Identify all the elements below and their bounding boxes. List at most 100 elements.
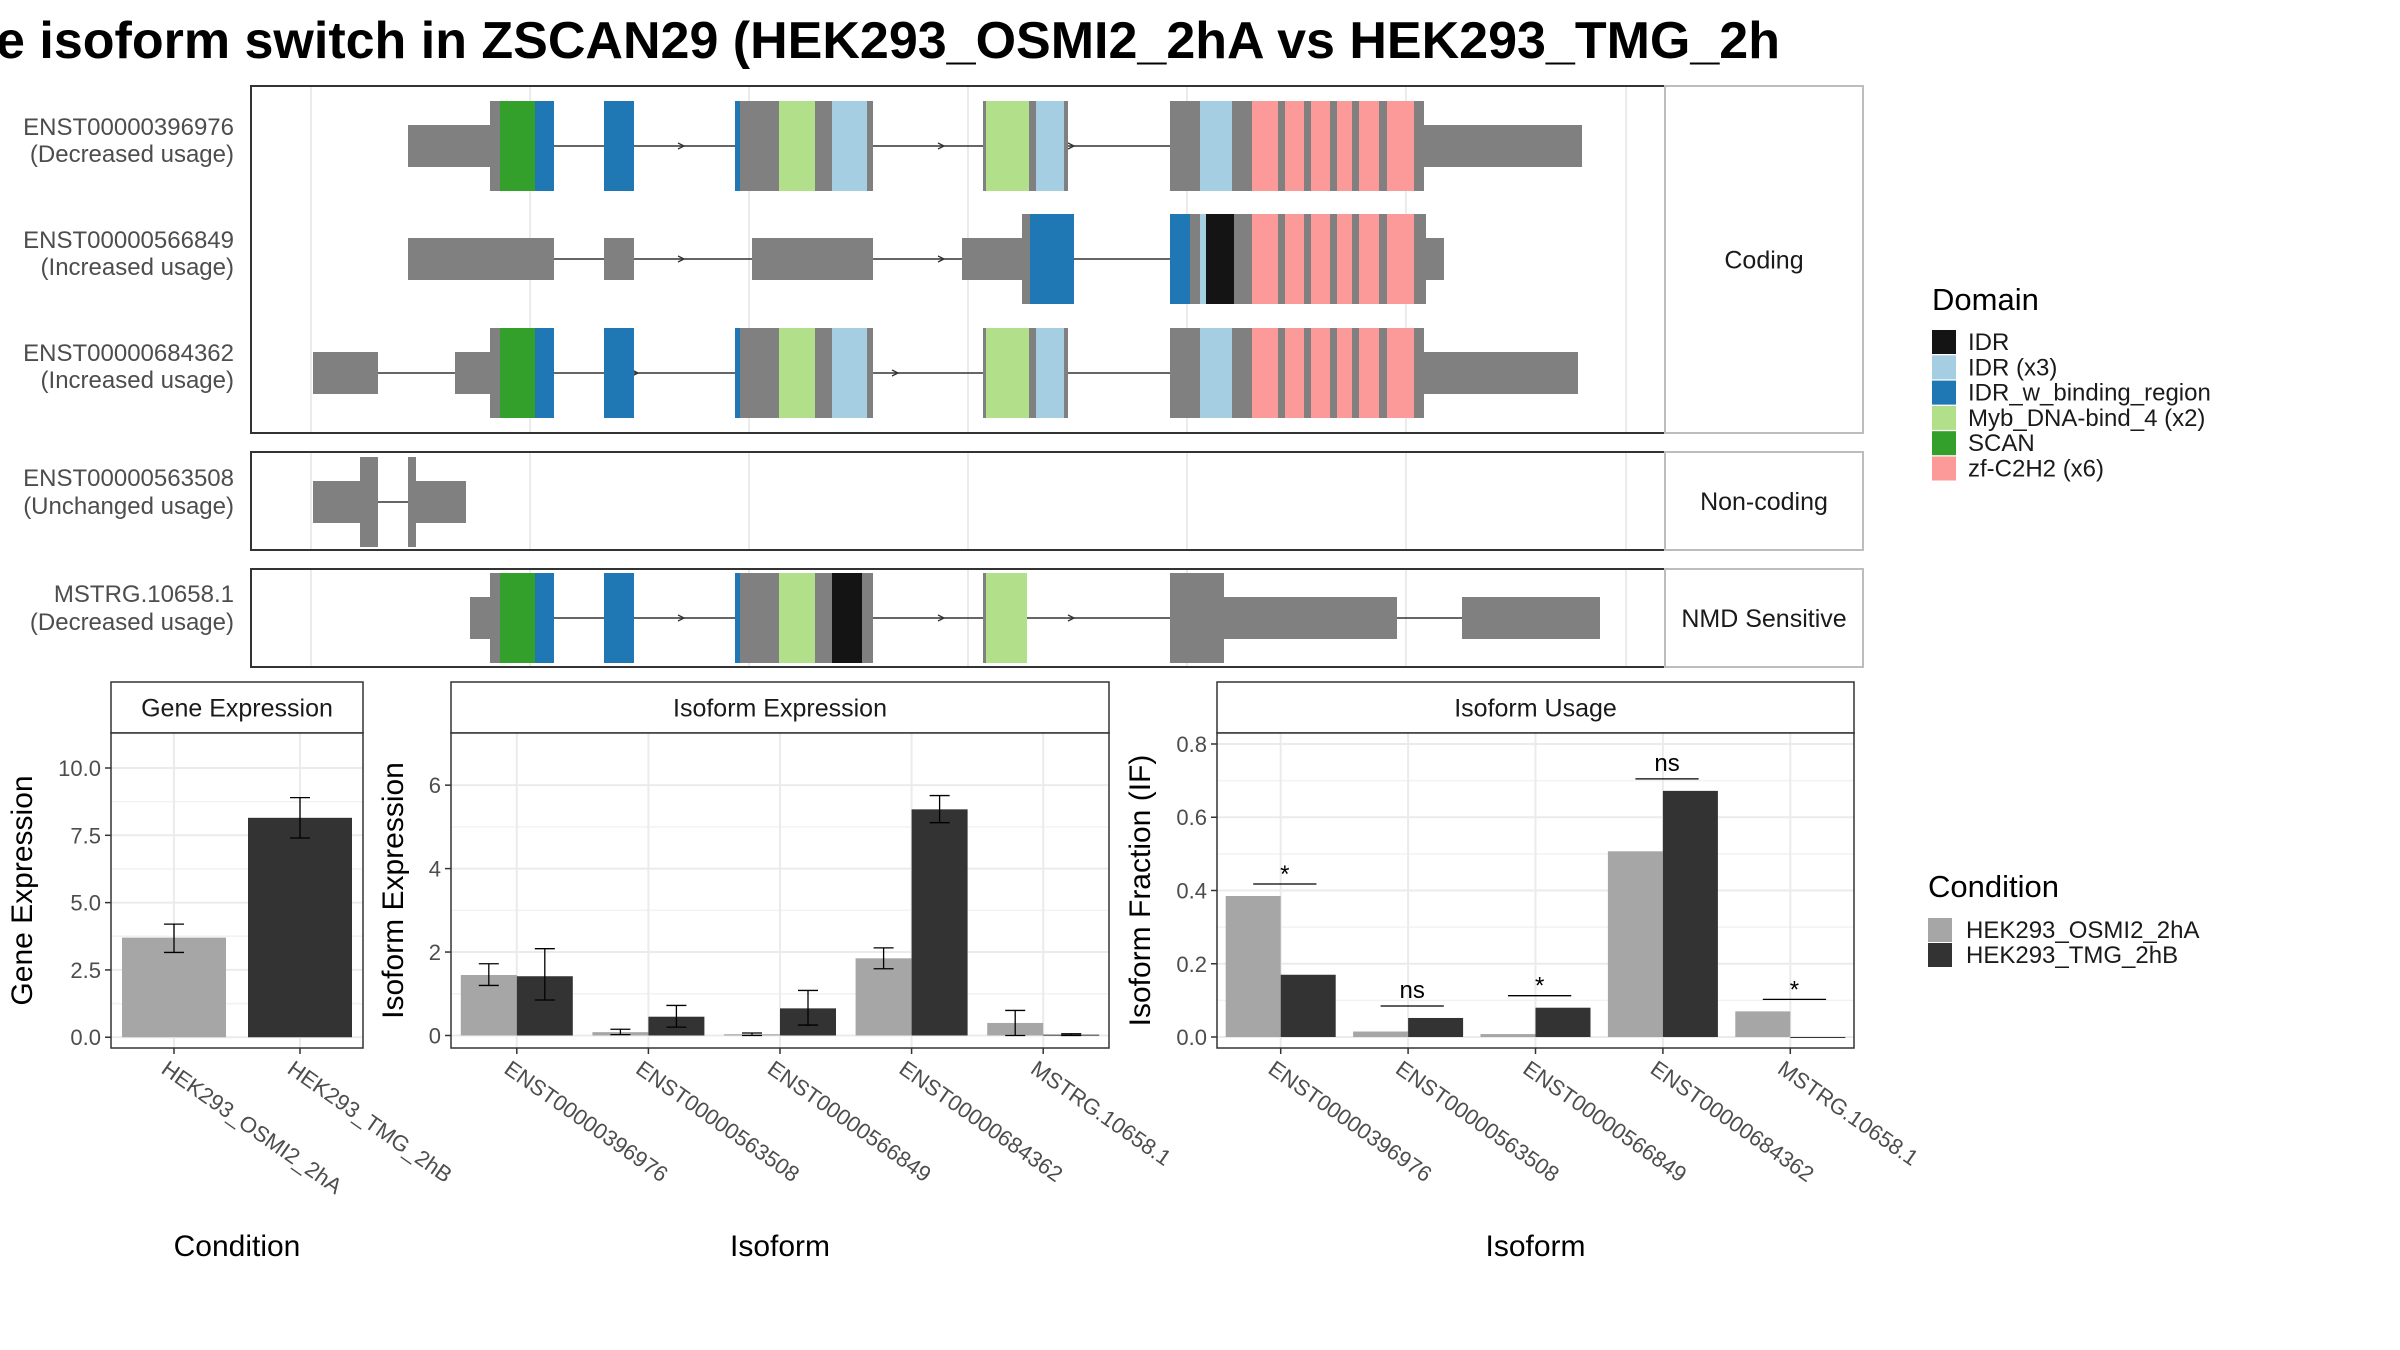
exon-block	[779, 101, 815, 191]
exon-block	[1337, 214, 1352, 304]
y-tick-label: 6	[429, 773, 441, 798]
exon-block	[1278, 214, 1285, 304]
exon-block	[1064, 101, 1068, 191]
exon-block	[1304, 101, 1311, 191]
bar	[1790, 1037, 1846, 1039]
exon-block	[1359, 214, 1379, 304]
exon-block	[740, 573, 779, 663]
figure-title: e isoform switch in ZSCAN29 (HEK293_OSMI…	[0, 12, 1780, 70]
domain-legend-label: zf-C2H2 (x6)	[1968, 456, 2104, 483]
bar	[248, 817, 352, 1038]
exon-block	[1022, 214, 1030, 304]
exon-block	[1359, 101, 1379, 191]
significance-label: ns	[1400, 977, 1425, 1004]
domain-legend-label: IDR_w_binding_region	[1968, 380, 2211, 407]
condition-legend-swatch	[1928, 918, 1952, 942]
transcript-usage-label: (Unchanged usage)	[23, 493, 234, 520]
exon-block	[1462, 597, 1600, 639]
exon-block	[983, 328, 986, 418]
significance-label: *	[1280, 861, 1289, 888]
exon-block	[752, 238, 873, 280]
exon-block	[604, 573, 634, 663]
bar	[1408, 1017, 1464, 1038]
intron-arrow	[937, 142, 946, 150]
chart-title: Isoform Usage	[1454, 695, 1617, 723]
exon-block	[1379, 328, 1387, 418]
domain-legend-swatch	[1932, 431, 1956, 456]
y-tick-label: 0.0	[70, 1025, 101, 1050]
y-tick-label: 0	[429, 1023, 441, 1048]
exon-block	[408, 238, 554, 280]
x-axis-title: Isoform	[1485, 1230, 1585, 1263]
intron-arrow	[1067, 614, 1076, 622]
transcript-usage-label: (Increased usage)	[41, 254, 234, 281]
exon-block	[1387, 101, 1414, 191]
domain-legend-label: SCAN	[1968, 430, 2035, 457]
exon-block	[1029, 328, 1036, 418]
facet-strip	[1664, 451, 1864, 551]
chart-title: Gene Expression	[141, 695, 333, 723]
bar	[1662, 790, 1718, 1038]
exon-block	[867, 101, 873, 191]
transcript-id-label: MSTRG.10658.1	[54, 581, 234, 608]
exon-block	[1285, 328, 1304, 418]
exon-block	[1064, 328, 1068, 418]
exon-block	[832, 101, 867, 191]
bar	[911, 809, 968, 1036]
condition-legend-label: HEK293_OSMI2_2hA	[1966, 917, 2199, 944]
exon-block	[1387, 214, 1414, 304]
transcript-3	[313, 457, 466, 547]
x-axis-title: Condition	[174, 1230, 301, 1263]
exon-block	[1311, 328, 1330, 418]
exon-block	[1170, 101, 1200, 191]
domain-legend-swatch	[1932, 456, 1956, 481]
exon-block	[500, 573, 535, 663]
exon-block	[1414, 328, 1424, 418]
facet-label-1: Non-coding	[1700, 488, 1828, 516]
facet-label-0: Coding	[1724, 247, 1803, 275]
bar	[1353, 1031, 1409, 1038]
exon-block	[1200, 328, 1232, 418]
exon-block	[535, 328, 554, 418]
exon-block	[604, 328, 634, 418]
facet-strip	[1664, 568, 1864, 668]
exon-block	[1224, 597, 1397, 639]
exon-block	[832, 573, 862, 663]
exon-block	[1232, 101, 1252, 191]
exon-block	[815, 573, 832, 663]
y-tick-label: 0.6	[1176, 805, 1207, 830]
domain-legend-swatch	[1932, 405, 1956, 430]
chart-title: Isoform Expression	[673, 695, 887, 723]
transcript-id-label: ENST00000566849	[23, 227, 234, 254]
exon-block	[1414, 214, 1426, 304]
exon-block	[1278, 328, 1285, 418]
transcript-id-label: ENST00000684362	[23, 340, 234, 367]
exon-block	[1311, 214, 1330, 304]
bar	[855, 958, 912, 1036]
exon-block	[1030, 214, 1074, 304]
isoform-usage-chart: Isoform Usage0.00.20.40.60.8*ENST0000039…	[1124, 681, 1923, 1263]
domain-legend-swatch	[1932, 355, 1956, 380]
exon-block	[1029, 101, 1036, 191]
transcript-4	[470, 573, 1600, 663]
exon-block	[983, 101, 986, 191]
exon-block	[986, 328, 1029, 418]
structure-panel-bg	[251, 452, 1665, 550]
exon-block	[1206, 214, 1234, 304]
transcript-usage-label: (Decreased usage)	[30, 141, 234, 168]
exon-block	[490, 573, 500, 663]
intron-arrow	[677, 614, 686, 622]
exon-block	[986, 573, 1027, 663]
facet-strip	[1664, 85, 1864, 434]
exon-block	[1252, 101, 1278, 191]
bar	[1735, 1011, 1791, 1038]
exon-block	[1304, 328, 1311, 418]
exon-block	[360, 457, 378, 547]
y-axis-title: Isoform Expression	[377, 762, 410, 1019]
exon-block	[1285, 214, 1304, 304]
condition-legend-label: HEK293_TMG_2hB	[1966, 942, 2178, 969]
exon-block	[1426, 238, 1444, 280]
intron-arrow	[937, 255, 946, 263]
plot-border	[1216, 732, 1855, 1049]
